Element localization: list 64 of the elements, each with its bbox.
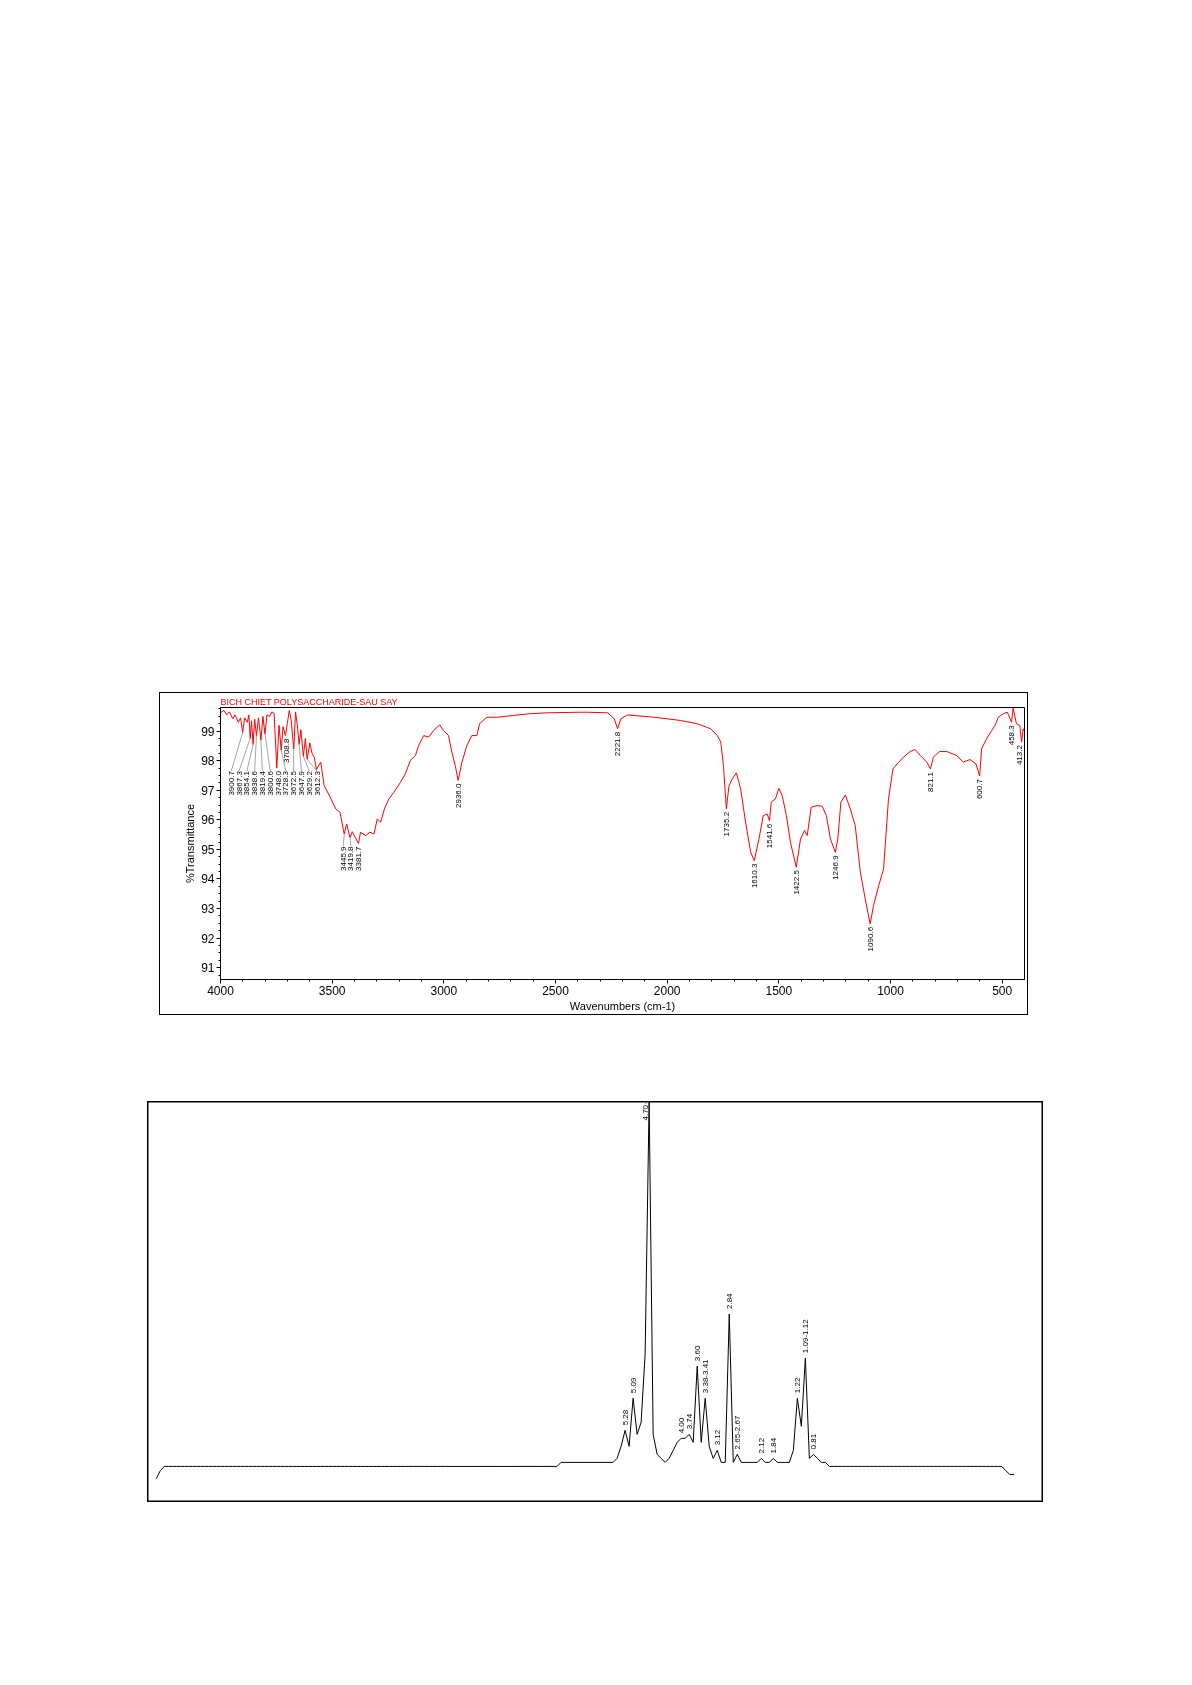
y-tick-label: 95: [201, 842, 215, 857]
annotation: 2.65-2.67: [732, 1415, 742, 1450]
y-tick-label: 91: [201, 961, 215, 976]
annotation: 3629.2: [304, 770, 314, 796]
annotation: 1.09-1.12: [800, 1318, 810, 1354]
annotation: 3.60: [692, 1345, 702, 1362]
line-series: [220, 707, 1025, 925]
annotation: 3445.9: [338, 845, 348, 871]
x-tick-label: 2500: [542, 983, 570, 998]
annotation: 1090.6: [865, 926, 875, 952]
annotation: 5.28: [620, 1409, 630, 1426]
x-tick-label: 3000: [430, 983, 458, 998]
y-tick-label: 92: [201, 931, 215, 946]
y-axis-title: %Transmittance: [184, 803, 197, 884]
annotation: 3800.6: [265, 770, 275, 796]
annotation: 3.74: [684, 1413, 694, 1430]
annotation: 3381.7: [354, 845, 364, 871]
annotation: 1422.5: [791, 869, 801, 895]
annotation: 3838.6: [250, 770, 260, 796]
x-axis-title: Wavenumbers (cm-1): [569, 999, 676, 1012]
annotation: 1541.6: [765, 823, 775, 849]
x-tick-label: 1500: [765, 983, 793, 998]
x-tick-label: 4000: [207, 983, 235, 998]
annotation: 2936.0: [453, 782, 463, 808]
annotation: 4.00: [676, 1417, 686, 1434]
y-tick-label: 94: [201, 872, 215, 887]
annotation: 1246.9: [830, 854, 840, 880]
annotation: 413.2: [1015, 744, 1025, 766]
annotation: 3854.1: [242, 770, 252, 796]
x-tick-label: 3500: [318, 983, 346, 998]
x-tick-label: 1000: [877, 983, 905, 998]
annotation: 3.38-3.41: [700, 1358, 710, 1394]
x-tick-label: 500: [992, 983, 1013, 998]
annotation: 458.3: [1006, 724, 1016, 746]
y-tick-label: 97: [201, 783, 215, 798]
annotation: 3419.8: [346, 845, 356, 871]
y-tick-label: 98: [201, 754, 215, 769]
annotation: 3672.5: [289, 770, 299, 796]
y-tick-label: 99: [201, 724, 215, 739]
annotation: 0.81: [808, 1433, 818, 1450]
annotation: 1735.2: [721, 811, 731, 837]
annotation: 2.84: [724, 1292, 734, 1310]
annotation: 1610.3: [749, 863, 759, 889]
annotation: 2221.8: [613, 731, 623, 757]
annotation: 1.22: [792, 1377, 802, 1394]
annotation: 3612.3: [312, 770, 322, 796]
annotation: 3647.9: [296, 770, 306, 796]
x-tick-label: 2000: [653, 983, 681, 998]
annotation: 3900.7: [226, 770, 236, 796]
annotation: 3728.3: [281, 770, 291, 796]
annotation: 600.7: [975, 778, 985, 800]
series-label: BICH CHIET POLYSACCHARIDE-SAU SAY: [220, 696, 398, 707]
annotation: 2.12: [756, 1437, 766, 1454]
annotation: 4.70: [640, 1104, 650, 1121]
y-tick-label: 93: [201, 902, 215, 917]
annotation: 3867.3: [234, 770, 244, 796]
annotation: 821.1: [925, 771, 935, 793]
annotation: 3748.0: [273, 770, 283, 796]
annotation: 5.09: [628, 1377, 638, 1394]
annotation: 1.84: [768, 1437, 778, 1454]
y-tick-label: 96: [201, 813, 215, 828]
annotation: 3.12: [712, 1429, 722, 1446]
annotation: 3819.4: [257, 770, 267, 796]
annotation: 3708.8: [282, 738, 292, 764]
